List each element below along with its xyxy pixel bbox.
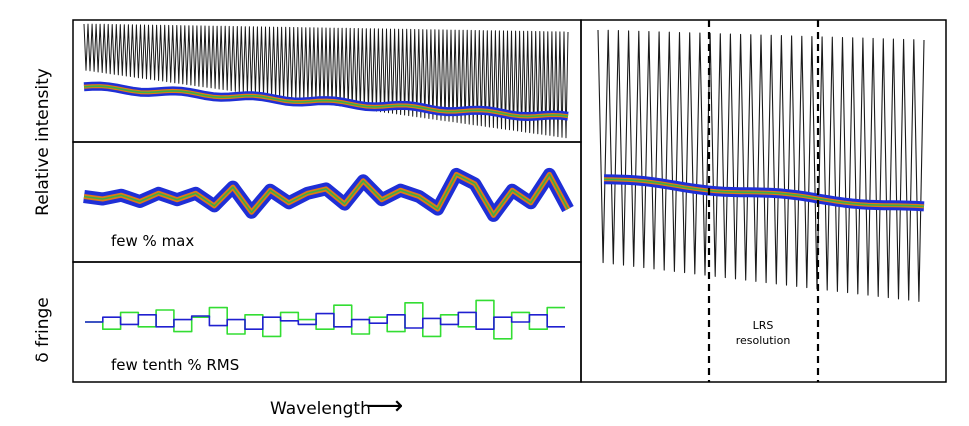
x-axis-label: Wavelength [270, 399, 371, 419]
residual-green-line [85, 299, 565, 340]
lrs-label-line1: LRS [753, 319, 774, 332]
continuum-fit-inner-right [603, 178, 925, 208]
panel-bottom-left-plot [85, 299, 565, 340]
panel-c-note: few tenth % RMS [111, 356, 239, 374]
lrs-label-line2: resolution [736, 334, 791, 347]
panel-middle-left-plot [83, 167, 574, 222]
panel-b-note: few % max [111, 232, 194, 250]
panel-right-frame [580, 19, 947, 383]
y-axis-label-top: Relative intensity [33, 68, 53, 216]
fringe-line-right [597, 29, 925, 302]
continuum-fit-inner-mid [83, 173, 569, 217]
fringe-line-top [83, 23, 569, 139]
y-axis-label-bottom: δ fringe [33, 297, 53, 363]
x-axis-arrow-icon: ⟶ [366, 391, 403, 421]
continuum-fit-inner-top [83, 85, 569, 118]
residual-blue-line [85, 311, 565, 330]
panel-top-left-plot [83, 23, 569, 139]
panel-right-plot [597, 29, 925, 302]
